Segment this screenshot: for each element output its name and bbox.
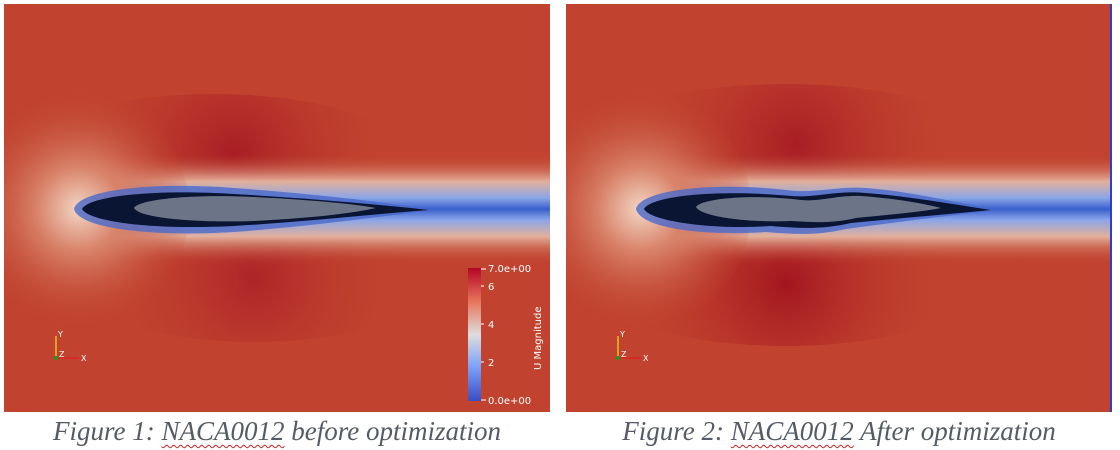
airfoil-name: NACA0012: [730, 416, 854, 446]
svg-text:X: X: [643, 354, 649, 363]
svg-text:Z: Z: [621, 350, 627, 359]
svg-text:Y: Y: [57, 330, 63, 339]
colorbar-gradient: [468, 268, 481, 401]
colorbar-max-label: 7.0e+00: [488, 264, 531, 275]
orientation-axes: Y Z X: [616, 330, 649, 363]
figure-2-caption: Figure 2: NACA0012 After optimization: [622, 416, 1056, 446]
orientation-axes: Y Z X: [54, 330, 87, 363]
airfoil-name: NACA0012: [161, 416, 285, 446]
colorbar-title: U Magnitude: [533, 307, 544, 370]
airfoil-body: [134, 196, 376, 222]
colorbar-min-label: 0.0e+00: [488, 396, 531, 407]
svg-text:X: X: [81, 354, 87, 363]
flow-field-after-optimization: Y Z X: [566, 4, 1112, 412]
colorbar-tick-2: 2: [488, 358, 494, 369]
flow-field-before-optimization: Y Z X 7.0e+00 6 4 2 0.0e+00 U Magnitude: [4, 4, 550, 412]
colorbar-tick-6: 6: [488, 282, 494, 293]
figure-1-caption: Figure 1: NACA0012 before optimization: [53, 416, 501, 446]
svg-text:Y: Y: [619, 330, 625, 339]
colorbar: 7.0e+00 6 4 2 0.0e+00 U Magnitude: [468, 264, 544, 407]
svg-text:Z: Z: [59, 350, 65, 359]
colorbar-tick-4: 4: [488, 320, 494, 331]
airfoil-body: [696, 195, 941, 223]
